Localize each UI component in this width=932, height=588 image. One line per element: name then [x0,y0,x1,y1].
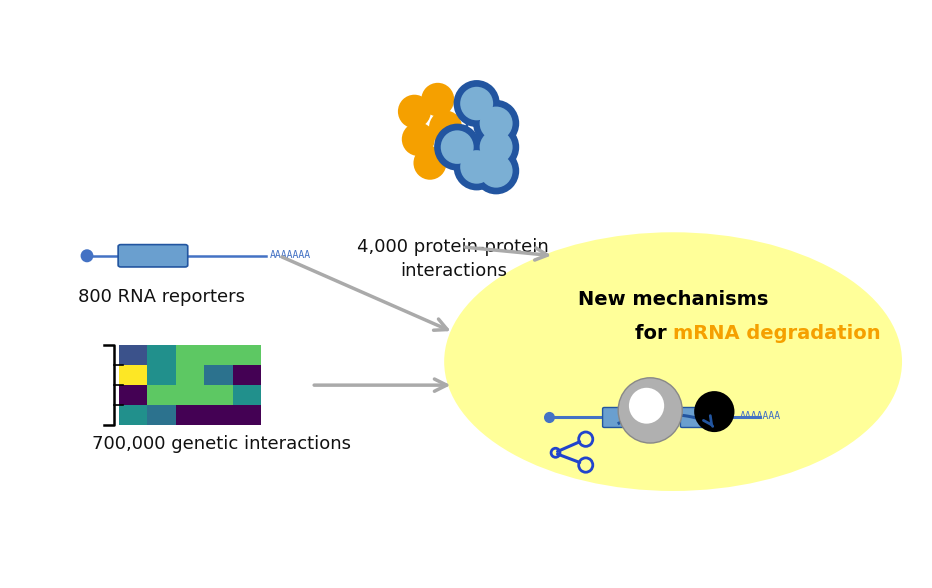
Ellipse shape [441,131,473,164]
Ellipse shape [454,143,500,191]
Ellipse shape [454,80,500,127]
Bar [233,385,261,405]
Ellipse shape [473,148,519,195]
Ellipse shape [421,83,454,116]
Ellipse shape [460,87,493,121]
Ellipse shape [441,131,473,164]
Ellipse shape [473,100,519,147]
Ellipse shape [445,232,902,491]
FancyBboxPatch shape [603,407,626,427]
Ellipse shape [618,378,682,443]
Bar [147,405,176,425]
Bar [147,385,176,405]
Ellipse shape [480,131,513,164]
Ellipse shape [80,249,93,262]
Text: for: for [635,324,673,343]
Ellipse shape [402,122,434,156]
Ellipse shape [629,387,665,424]
Bar [233,405,261,425]
Text: 700,000 genetic interactions: 700,000 genetic interactions [91,436,350,453]
Bar [233,346,261,365]
Bar [119,365,147,385]
Bar [233,365,261,385]
Bar [147,365,176,385]
Ellipse shape [480,154,513,188]
Bar [176,346,204,365]
Text: mRNA degradation: mRNA degradation [673,324,881,343]
FancyBboxPatch shape [680,407,705,427]
Text: 4,000 protein-protein
interactions: 4,000 protein-protein interactions [358,238,549,280]
Bar [119,346,147,365]
Bar [119,385,147,405]
Ellipse shape [473,123,519,171]
Bar [204,405,233,425]
Ellipse shape [460,150,493,183]
Ellipse shape [434,123,480,171]
Ellipse shape [544,412,555,423]
Ellipse shape [414,146,446,180]
Bar [204,346,233,365]
Bar [176,365,204,385]
Ellipse shape [480,106,513,140]
Bar [204,385,233,405]
Text: AAAAAAA: AAAAAAA [270,249,311,260]
Bar [119,405,147,425]
Bar [204,365,233,385]
Text: AAAAAAA: AAAAAAA [740,411,781,422]
Ellipse shape [429,111,462,144]
Ellipse shape [398,95,431,128]
Bar [147,346,176,365]
Ellipse shape [694,391,734,432]
Text: New mechanisms: New mechanisms [578,290,768,309]
Bar [176,405,204,425]
Bar [176,385,204,405]
FancyBboxPatch shape [118,245,187,267]
Text: 800 RNA reporters: 800 RNA reporters [78,288,245,306]
